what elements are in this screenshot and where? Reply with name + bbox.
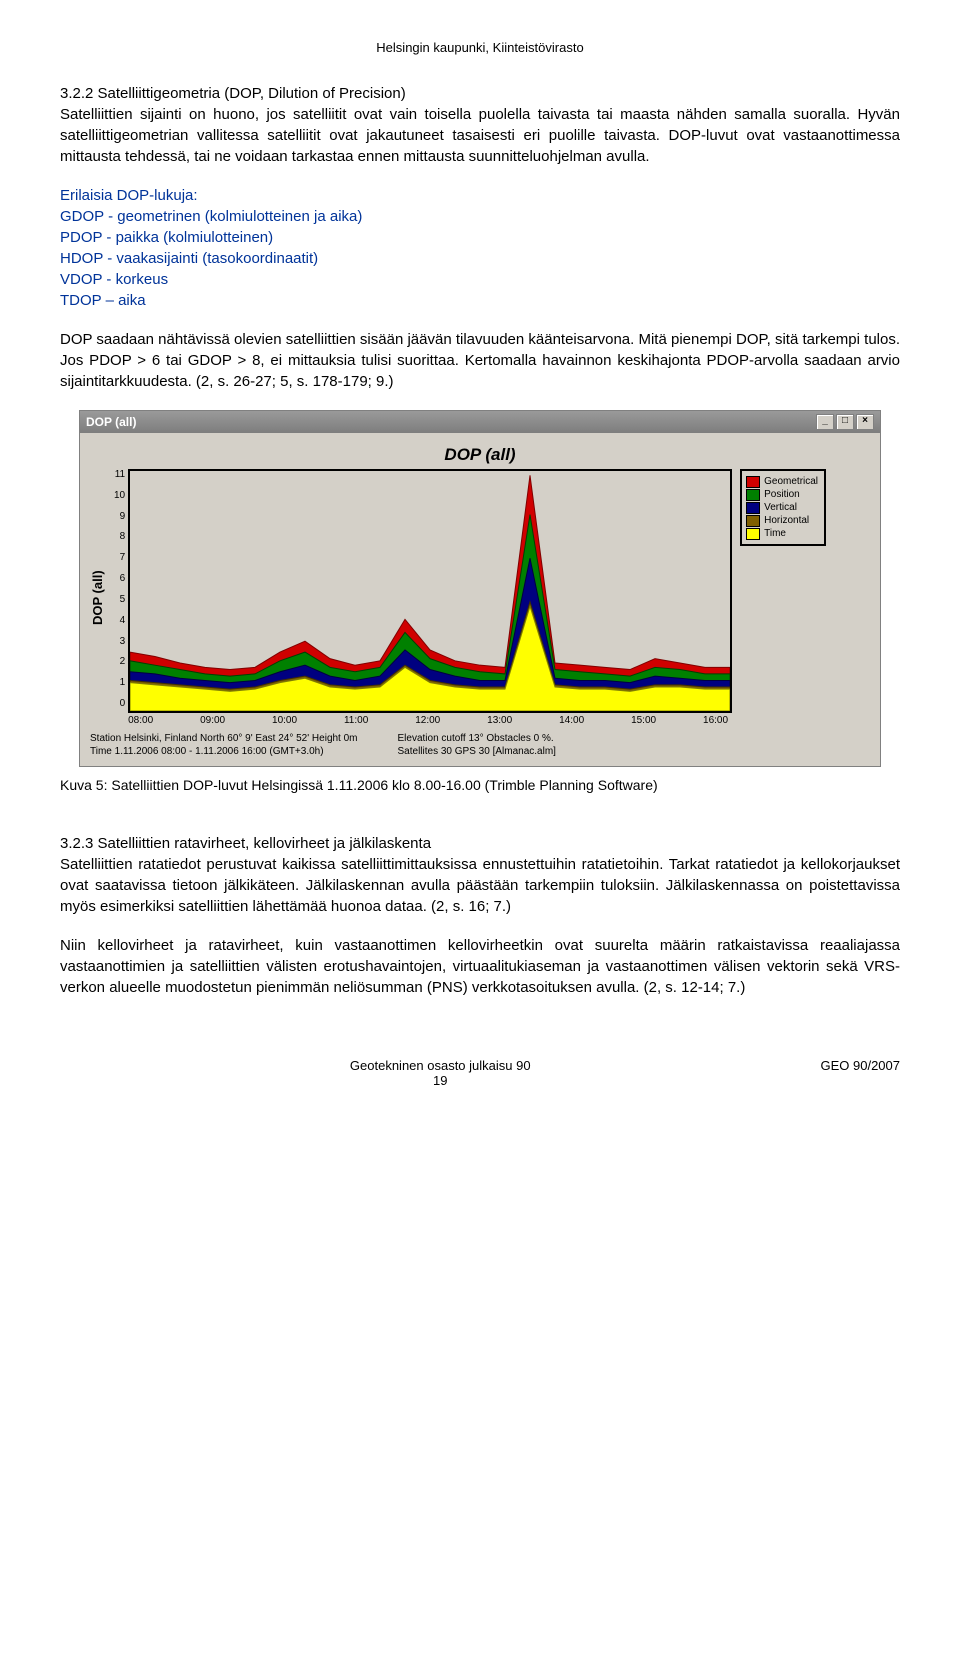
dop-list: Erilaisia DOP-lukuja: GDOP - geometrinen… bbox=[60, 185, 900, 311]
footer-right: GEO 90/2007 bbox=[821, 1058, 901, 1088]
section-3-2-2: 3.2.2 Satelliittigeometria (DOP, Dilutio… bbox=[60, 83, 900, 167]
footer-center: Geotekninen osasto julkaisu 90 19 bbox=[350, 1058, 531, 1088]
legend-item: Time bbox=[746, 527, 818, 540]
station-line: Satellites 30 GPS 30 [Almanac.alm] bbox=[398, 745, 556, 758]
window-titlebar: DOP (all) _ □ × bbox=[80, 411, 880, 433]
list-item: GDOP - geometrinen (kolmiulotteinen ja a… bbox=[60, 206, 900, 227]
chart-legend: GeometricalPositionVerticalHorizontalTim… bbox=[740, 469, 826, 546]
chart-title: DOP (all) bbox=[86, 439, 874, 469]
dop-chart-window: DOP (all) _ □ × DOP (all) DOP (all) 1110… bbox=[79, 410, 881, 767]
page-footer: Geotekninen osasto julkaisu 90 19 GEO 90… bbox=[60, 1058, 900, 1088]
legend-item: Horizontal bbox=[746, 514, 818, 527]
window-title: DOP (all) bbox=[86, 415, 136, 429]
figure-caption: Kuva 5: Satelliittien DOP-luvut Helsingi… bbox=[60, 777, 900, 793]
section-heading: 3.2.2 Satelliittigeometria (DOP, Dilutio… bbox=[60, 85, 406, 102]
legend-item: Vertical bbox=[746, 501, 818, 514]
close-icon[interactable]: × bbox=[856, 414, 874, 430]
section-3-2-3-p2: Niin kellovirheet ja ratavirheet, kuin v… bbox=[60, 935, 900, 998]
list-item: HDOP - vaakasijainti (tasokoordinaatit) bbox=[60, 248, 900, 269]
station-line: Time 1.11.2006 08:00 - 1.11.2006 16:00 (… bbox=[90, 745, 358, 758]
legend-item: Geometrical bbox=[746, 475, 818, 488]
section-heading: 3.2.3 Satelliittien ratavirheet, kellovi… bbox=[60, 835, 431, 852]
x-ticks: 08:0009:0010:0011:0012:0013:0014:0015:00… bbox=[128, 713, 728, 726]
station-info: Station Helsinki, Finland North 60° 9' E… bbox=[86, 726, 874, 760]
y-axis-label: DOP (all) bbox=[86, 469, 114, 726]
y-ticks: 11109876543210 bbox=[114, 469, 128, 709]
minimize-icon[interactable]: _ bbox=[816, 414, 834, 430]
dop-area-chart bbox=[128, 469, 732, 713]
list-intro: Erilaisia DOP-lukuja: bbox=[60, 185, 900, 206]
footer-page-number: 19 bbox=[433, 1073, 447, 1088]
section-3-2-3: 3.2.3 Satelliittien ratavirheet, kellovi… bbox=[60, 833, 900, 917]
section-text: Satelliittien ratatiedot perustuvat kaik… bbox=[60, 856, 900, 915]
footer-left-text: Geotekninen osasto julkaisu 90 bbox=[350, 1058, 531, 1073]
dop-explanation: DOP saadaan nähtävissä olevien satelliit… bbox=[60, 329, 900, 392]
legend-item: Position bbox=[746, 488, 818, 501]
station-line: Station Helsinki, Finland North 60° 9' E… bbox=[90, 732, 358, 745]
list-item: PDOP - paikka (kolmiulotteinen) bbox=[60, 227, 900, 248]
list-item: TDOP – aika bbox=[60, 290, 900, 311]
list-item: VDOP - korkeus bbox=[60, 269, 900, 290]
station-line: Elevation cutoff 13° Obstacles 0 %. bbox=[398, 732, 556, 745]
maximize-icon[interactable]: □ bbox=[836, 414, 854, 430]
section-text: Satelliittien sijainti on huono, jos sat… bbox=[60, 106, 900, 165]
page-header: Helsingin kaupunki, Kiinteistövirasto bbox=[60, 40, 900, 55]
